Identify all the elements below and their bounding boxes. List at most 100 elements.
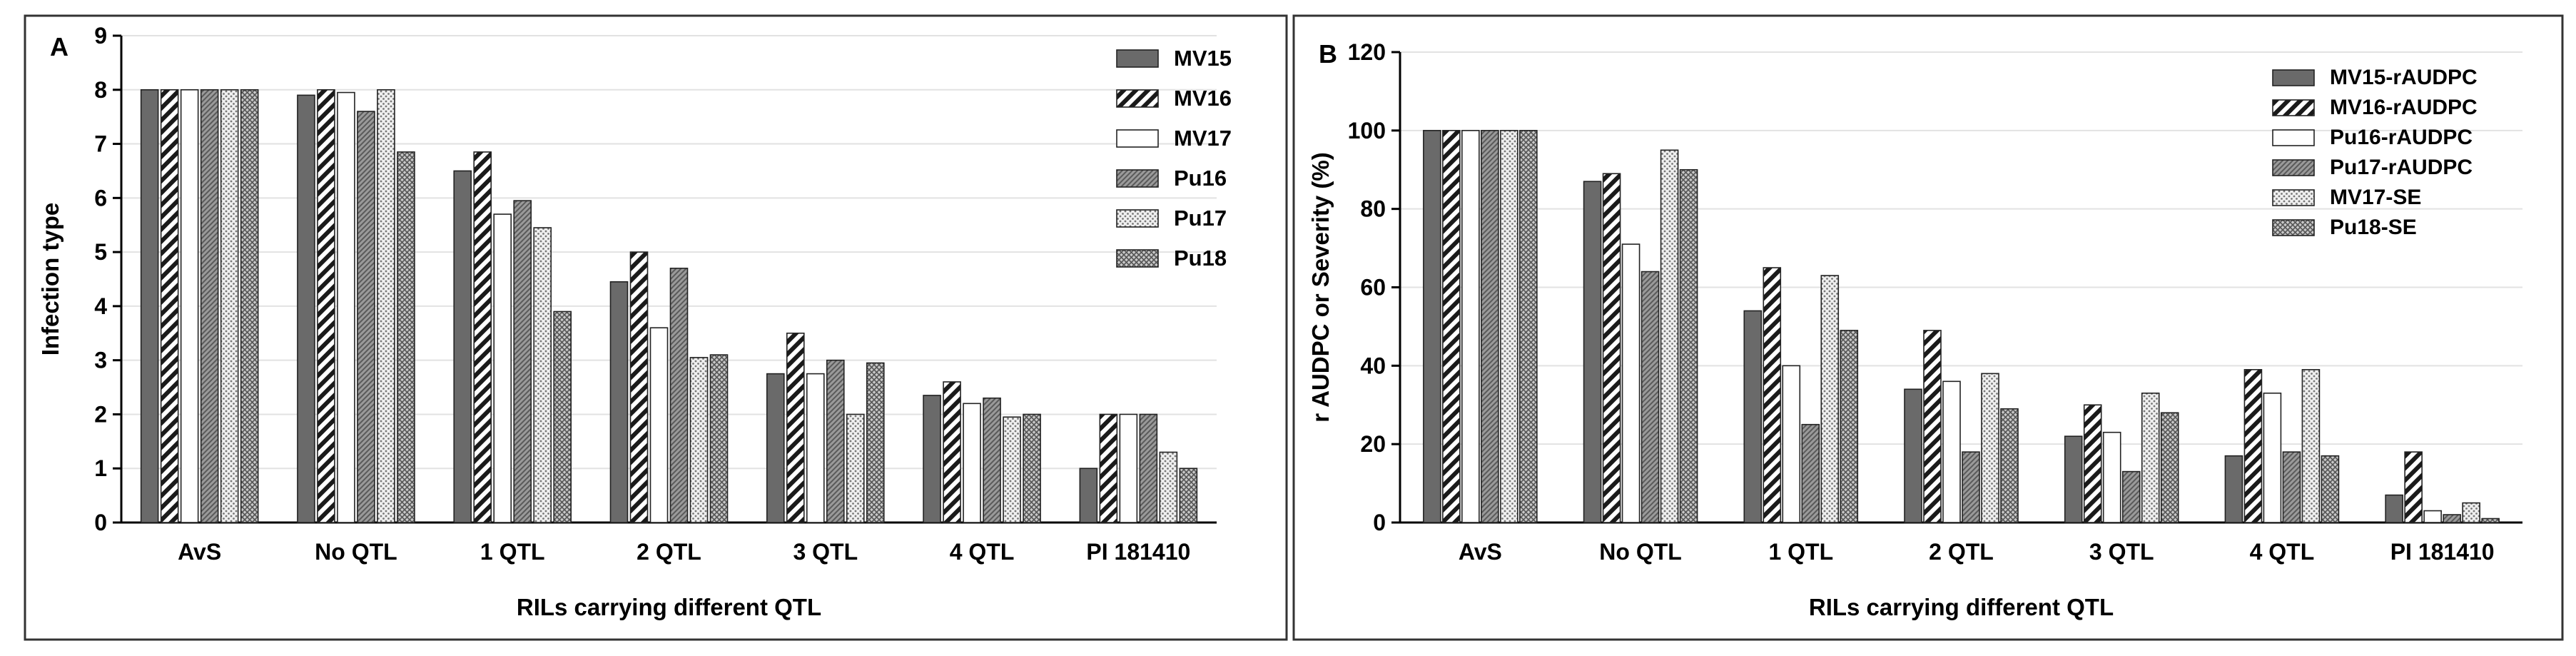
x-tick-label: 3 QTL xyxy=(793,539,858,565)
bar xyxy=(2321,455,2340,523)
y-tick-label: 0 xyxy=(94,510,107,535)
chart-panel-b: B 0 20 40 60 80 100 120 AvS No QTL 1 QTL 2 QTL 3 QTL… xyxy=(1307,39,2522,620)
bar xyxy=(669,268,689,523)
legend-label: Pu17 xyxy=(1174,206,1227,231)
bar xyxy=(766,373,785,523)
bar xyxy=(1904,388,1922,523)
bar xyxy=(1820,275,1840,523)
bar xyxy=(1583,181,1602,523)
legend-swatch xyxy=(1116,129,1159,148)
bar xyxy=(513,200,532,523)
bar xyxy=(533,227,552,523)
y-axis-label: Infection type xyxy=(37,203,64,356)
bar xyxy=(943,381,961,523)
bar xyxy=(1442,130,1461,523)
bar xyxy=(1023,413,1041,523)
bar xyxy=(1500,130,1518,523)
bar xyxy=(1139,413,1158,523)
legend-swatch xyxy=(1116,209,1159,228)
bar xyxy=(453,170,472,523)
bar xyxy=(2423,510,2442,523)
bar xyxy=(826,359,845,523)
bar xyxy=(1679,168,1698,523)
bar xyxy=(2102,431,2121,523)
bar xyxy=(1942,380,1961,523)
y-tick-label: 80 xyxy=(1360,196,1386,222)
legend-swatch xyxy=(1116,89,1159,108)
x-tick-label: PI 181410 xyxy=(1086,539,1190,565)
bar xyxy=(140,89,159,523)
x-tick-label: 2 QTL xyxy=(1929,539,1994,565)
bar xyxy=(220,89,239,523)
x-axis-label: RILs carrying different QTL xyxy=(1809,594,2114,620)
bar xyxy=(649,327,669,523)
bar xyxy=(1003,416,1021,523)
x-tick-label: No QTL xyxy=(315,539,397,565)
panel-a-frame xyxy=(24,14,1288,641)
bar xyxy=(963,403,981,523)
bar xyxy=(2263,392,2282,523)
y-tick-label: 100 xyxy=(1348,118,1386,143)
y-tick-label: 8 xyxy=(94,77,107,103)
y-tick-label: 9 xyxy=(94,23,107,49)
bar xyxy=(1461,130,1480,523)
legend-swatch xyxy=(1116,49,1159,68)
legend-label: MV15-rAUDPC xyxy=(2330,66,2478,89)
y-tick-label: 120 xyxy=(1348,39,1386,65)
bar xyxy=(786,332,805,523)
bar xyxy=(1602,173,1621,523)
bar xyxy=(1159,451,1178,523)
bar xyxy=(317,89,335,523)
bar xyxy=(2282,451,2301,523)
bar xyxy=(846,413,865,523)
y-tick-label: 20 xyxy=(1360,431,1386,457)
legend-swatch xyxy=(2272,129,2315,146)
bar xyxy=(1782,365,1801,523)
legend-label: Pu16-rAUDPC xyxy=(2330,126,2473,149)
bar xyxy=(1840,330,1859,523)
legend-label: Pu18-SE xyxy=(2330,216,2417,239)
bar xyxy=(609,281,629,523)
legend-label: MV16-rAUDPC xyxy=(2330,96,2478,119)
x-tick-label: 3 QTL xyxy=(2089,539,2154,565)
panel-label: B xyxy=(1319,39,1337,69)
y-tick-label: 5 xyxy=(94,239,107,265)
bar xyxy=(1981,373,1999,523)
y-tick-label: 4 xyxy=(94,293,107,319)
y-tick-label: 40 xyxy=(1360,353,1386,378)
bar xyxy=(983,397,1001,523)
bar xyxy=(1119,413,1138,523)
y-tick-label: 2 xyxy=(94,401,107,427)
legend-label: MV16 xyxy=(1174,86,1232,111)
x-tick-label: 1 QTL xyxy=(1768,539,1833,565)
x-tick-label: 4 QTL xyxy=(2250,539,2315,565)
x-axis-label: RILs carrying different QTL xyxy=(517,594,821,620)
bar xyxy=(337,91,355,523)
x-tick-label: PI 181410 xyxy=(2390,539,2495,565)
legend-swatch xyxy=(2272,189,2315,206)
bar xyxy=(1179,468,1198,523)
chart-panel-a: A 0 1 2 3 4 5 6 7 8 9 AvS No QTL 1 QTL 2 QTL 3 QTL 4 QTL… xyxy=(37,23,1232,620)
x-tick-label: 2 QTL xyxy=(637,539,701,565)
bar xyxy=(2160,412,2179,523)
bar xyxy=(2443,514,2461,523)
y-tick-label: 3 xyxy=(94,348,107,373)
bar xyxy=(866,362,885,523)
bar xyxy=(1763,267,1782,523)
legend-swatch xyxy=(2272,219,2315,236)
bar xyxy=(629,251,649,523)
bar xyxy=(240,89,259,523)
legend-swatch xyxy=(1116,169,1159,188)
bar xyxy=(2064,435,2083,523)
bar xyxy=(1621,243,1641,523)
bar xyxy=(1481,130,1499,523)
bar xyxy=(2224,455,2243,523)
bar xyxy=(1923,330,1942,523)
bar xyxy=(1099,413,1118,523)
x-tick-label: 1 QTL xyxy=(480,539,545,565)
panel-b-frame xyxy=(1292,14,2564,641)
legend-label: Pu17-rAUDPC xyxy=(2330,156,2473,179)
bar xyxy=(357,111,375,523)
legend-label: MV17-SE xyxy=(2330,186,2421,209)
